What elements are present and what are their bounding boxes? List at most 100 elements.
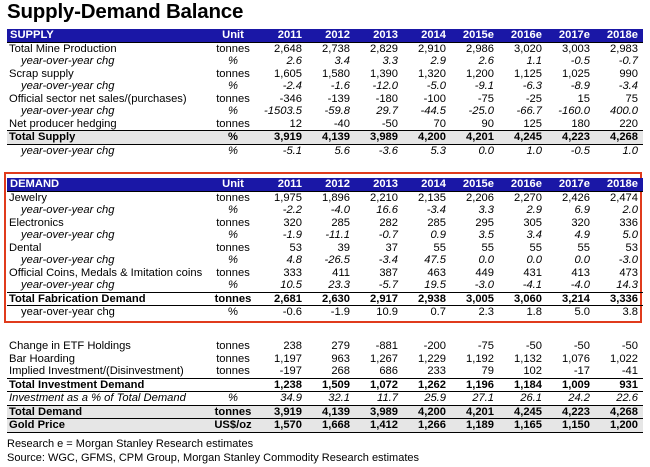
row-value: 285 <box>427 216 446 229</box>
row-value: 1,196 <box>451 377 499 392</box>
row-value: -40 <box>333 117 350 130</box>
row-value: -50 <box>381 117 398 130</box>
row-label: Investment as a % of Total Demand <box>9 392 186 404</box>
year-header: 2011 <box>259 178 307 192</box>
demand-highlight-box <box>4 172 642 323</box>
row-value: 2.0 <box>622 204 638 216</box>
row-value: -44.5 <box>420 105 447 117</box>
unit-header: Unit <box>207 178 259 192</box>
row-unit: % <box>228 229 238 241</box>
row-value: 26.1 <box>520 392 542 404</box>
row-value: 3.4 <box>526 229 542 241</box>
row-value: 4,245 <box>499 130 547 145</box>
row-unit: % <box>228 144 238 157</box>
row-label: year-over-year chg <box>21 279 115 291</box>
row-value: -197 <box>279 365 302 377</box>
row-value: 686 <box>379 365 398 377</box>
table-row: Gold Price US$/oz 1,570 1,668 1,412 1,266 1,18… <box>7 418 643 433</box>
row-unit: % <box>228 55 238 67</box>
table-row: year-over-year chg% -5.1 5.6 -3.6 5.3 0.0 1.0 -… <box>7 144 643 157</box>
row-value: -26.5 <box>324 254 351 266</box>
row-value: 2,681 <box>259 291 307 306</box>
year-header: 2016e <box>499 29 547 43</box>
row-value: 14.3 <box>616 279 638 291</box>
row-value: 3,005 <box>451 291 499 306</box>
row-label: Dental <box>9 241 42 254</box>
row-unit: tonnes <box>216 266 250 279</box>
row-value: 3,919 <box>259 404 307 419</box>
row-value: 1,150 <box>547 418 595 433</box>
row-value: 3,060 <box>499 291 547 306</box>
row-value: 53 <box>289 241 302 254</box>
year-header: 2016e <box>499 178 547 192</box>
row-unit: tonnes <box>207 291 259 306</box>
row-value: -50 <box>525 340 542 352</box>
row-value: 32.1 <box>328 392 350 404</box>
row-value: 0.9 <box>430 229 446 241</box>
year-header: 2018e <box>595 178 643 192</box>
row-value: 0.0 <box>478 254 494 266</box>
row-value: 1.8 <box>526 306 542 318</box>
row-unit <box>207 377 259 392</box>
row-value: 2,630 <box>307 291 355 306</box>
row-value: 285 <box>331 216 350 229</box>
row-value: 4,245 <box>499 404 547 419</box>
row-value: 2.9 <box>430 55 446 67</box>
estimates-note: Research e = Morgan Stanley Research est… <box>7 438 254 450</box>
row-value: -4.1 <box>522 279 542 291</box>
row-label: year-over-year chg <box>21 105 115 117</box>
row-value: 55 <box>577 241 590 254</box>
table-row: Bar Hoarding tonnes 1,197 963 1,267 1,229 1,19… <box>7 353 643 366</box>
row-value: 1,896 <box>322 191 350 204</box>
year-header: 2013 <box>355 29 403 43</box>
row-label: Scrap supply <box>9 67 74 80</box>
row-value: 1,184 <box>499 377 547 392</box>
row-value: 2.6 <box>478 55 494 67</box>
row-label: year-over-year chg <box>21 55 115 67</box>
row-value: 5.0 <box>622 229 638 241</box>
row-value: 79 <box>481 365 494 377</box>
year-header: 2015e <box>451 29 499 43</box>
row-value: 75 <box>625 92 638 105</box>
row-value: 1,509 <box>307 377 355 392</box>
table-row: Total Mine Production tonnes 2,648 2,738 2,8… <box>7 42 643 55</box>
row-value: -3.4 <box>378 254 398 266</box>
row-value: -8.9 <box>570 80 590 92</box>
row-value: 39 <box>337 241 350 254</box>
row-value: 1,570 <box>259 418 307 433</box>
row-value: 1,132 <box>514 352 542 365</box>
row-label: Official sector net sales/(purchases) <box>9 92 187 105</box>
row-label: Change in ETF Holdings <box>9 340 131 352</box>
row-value: 4,268 <box>595 130 643 145</box>
section-header: SUPPLY <box>7 29 207 43</box>
year-header: 2014 <box>403 29 451 43</box>
unit-header: Unit <box>207 29 259 43</box>
row-unit: % <box>207 130 259 145</box>
table-row: year-over-year chg% 10.5 23.3 -5.7 19.5 -3.0 -… <box>7 279 643 292</box>
row-value: 0.7 <box>430 306 446 318</box>
table-row: Implied Investment/(Disinvestment) tonnes… <box>7 365 643 378</box>
row-unit: tonnes <box>216 42 250 55</box>
table-row: Dental tonnes 53 39 37 55 55 55 55 53 <box>7 242 643 255</box>
row-value: 320 <box>283 216 302 229</box>
row-label: Total Fabrication Demand <box>7 291 207 306</box>
row-value: -0.5 <box>570 144 590 157</box>
row-value: 3.4 <box>334 55 350 67</box>
row-value: -0.7 <box>378 229 398 241</box>
row-unit: % <box>228 105 238 117</box>
row-value: -1.9 <box>330 306 350 318</box>
row-value: 4,223 <box>547 404 595 419</box>
row-label: Jewelry <box>9 191 47 204</box>
table-row: year-over-year chg% -1503.5 -59.8 29.7 -44.5… <box>7 105 643 118</box>
row-value: 963 <box>331 352 350 365</box>
row-value: 1,072 <box>355 377 403 392</box>
row-value: 1,022 <box>610 352 638 365</box>
row-value: -25.0 <box>468 105 495 117</box>
row-unit: % <box>228 254 238 266</box>
row-value: 387 <box>379 266 398 279</box>
row-value: 2,917 <box>355 291 403 306</box>
row-value: 1,238 <box>259 377 307 392</box>
row-value: -100 <box>423 92 446 105</box>
row-unit: tonnes <box>207 404 259 419</box>
table-row: Official sector net sales/(purchases) ton… <box>7 93 643 106</box>
